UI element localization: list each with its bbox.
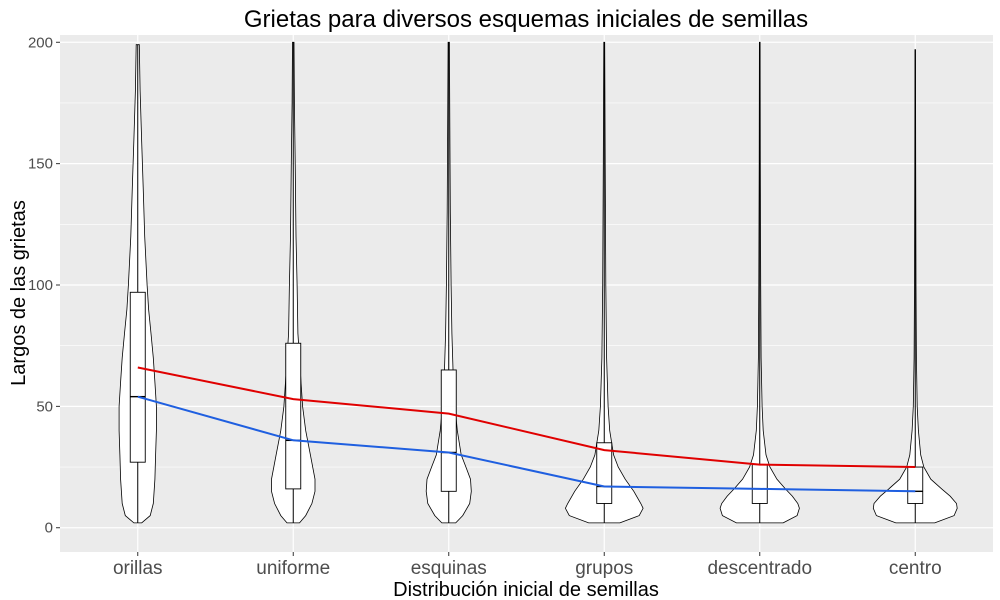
summary-lines bbox=[137, 366, 916, 493]
box-orillas bbox=[129, 291, 146, 463]
series-line-2 bbox=[137, 395, 916, 493]
x-tick-label: grupos bbox=[575, 558, 633, 579]
y-axis-ticks: 0 50 100 150 200 bbox=[28, 34, 60, 537]
y-tick-label: 200 bbox=[28, 34, 53, 51]
x-tick-label: orillas bbox=[113, 558, 163, 579]
y-axis-title: Largos de las grietas bbox=[8, 200, 30, 386]
boxplots bbox=[129, 42, 924, 523]
box-esquinas bbox=[440, 369, 457, 492]
chart-title: Grietas para diversos esquemas iniciales… bbox=[244, 6, 808, 33]
x-tick-label: centro bbox=[889, 558, 942, 579]
plot-panel bbox=[60, 35, 993, 552]
x-axis-title: Distribución inicial de semillas bbox=[393, 579, 659, 600]
box-centro bbox=[907, 466, 924, 504]
box-uniforme bbox=[285, 342, 302, 490]
x-tick-label: uniforme bbox=[256, 558, 330, 579]
y-tick-label: 100 bbox=[28, 277, 53, 294]
box-descentrado bbox=[751, 464, 768, 504]
y-tick-label: 0 bbox=[45, 520, 53, 537]
x-tick-label: descentrado bbox=[707, 558, 812, 579]
x-axis-ticks: orillas uniforme esquinas grupos descentrado… bbox=[113, 552, 942, 579]
y-tick-label: 50 bbox=[36, 398, 53, 415]
series-line-1 bbox=[137, 366, 916, 468]
x-tick-label: esquinas bbox=[411, 558, 487, 579]
box-grupos bbox=[596, 442, 613, 504]
y-tick-label: 150 bbox=[28, 156, 53, 173]
